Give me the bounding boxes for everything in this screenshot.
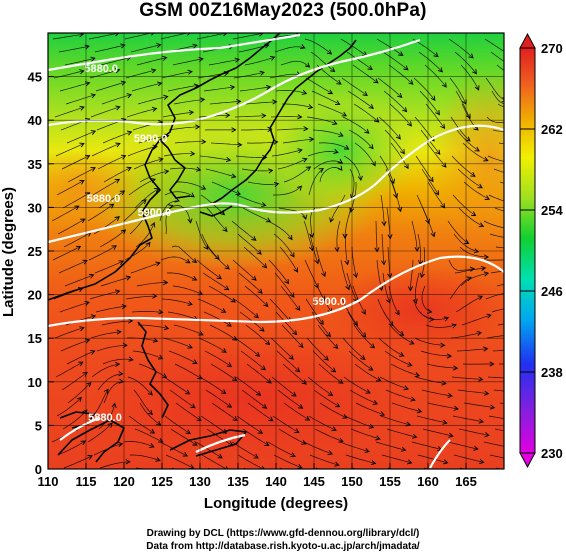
lon-tick-label: 165	[455, 474, 477, 489]
lat-tick-label: 30	[28, 200, 42, 215]
lon-tick-label: 155	[379, 474, 401, 489]
wind-streamlines	[51, 33, 504, 469]
lat-tick-label: 10	[28, 375, 42, 390]
contour-label: 5900.0	[134, 133, 168, 145]
contour-label: 5880.0	[84, 63, 118, 75]
lat-tick-label: 20	[28, 288, 42, 303]
contour-label: 5880.0	[87, 193, 121, 205]
streamline-paths	[51, 33, 504, 469]
longitude-ticks: 110 115 120 125 130 135 140 145 150 155 160 165	[38, 463, 477, 489]
lat-tick-label: 45	[28, 70, 42, 85]
colorbar-tick-label: 254	[541, 203, 563, 218]
streamline-arrowheads	[73, 33, 504, 469]
lon-tick-label: 115	[76, 474, 97, 489]
height-contours	[48, 33, 504, 469]
lat-tick-label: 25	[28, 244, 42, 259]
colorbar-top-arrow	[519, 32, 536, 49]
lon-tick-label: 150	[341, 474, 363, 489]
lon-tick-label: 145	[303, 474, 325, 489]
latitude-ticks: 0 5 10 15 20 25 30 35 40 45	[28, 70, 54, 477]
colorbar-tick-label: 262	[541, 122, 563, 137]
lon-tick-label: 125	[151, 474, 173, 489]
lat-tick-label: 40	[28, 113, 42, 128]
y-axis-label: Latitude (degrees)	[0, 187, 17, 317]
lon-tick-label: 130	[189, 474, 211, 489]
lon-tick-label: 160	[417, 474, 439, 489]
map-title: GSM 00Z16May2023 (500.0hPa)	[139, 0, 427, 21]
credit-data: Data from http://database.rish.kyoto-u.a…	[146, 541, 420, 552]
lon-tick-label: 140	[265, 474, 287, 489]
temperature-field: 5880.0 5880.0 5900.0 5900.0 5900.0 5880.0	[48, 33, 504, 469]
coastlines	[48, 33, 357, 463]
credit-drawing: Drawing by DCL (https://www.gfd-dennou.o…	[146, 528, 420, 539]
contour-labels: 5880.0 5880.0 5900.0 5900.0 5900.0 5880.0	[84, 63, 346, 424]
colorbar-tick-label: 270	[541, 41, 563, 56]
colorbar-tick-label: 230	[541, 446, 563, 461]
colorbar-bottom-arrow	[519, 452, 536, 469]
lon-tick-label: 120	[113, 474, 135, 489]
lat-tick-label: 35	[28, 157, 42, 172]
lat-tick-label: 0	[35, 462, 42, 477]
x-axis-label: Longitude (degrees)	[204, 495, 348, 512]
lon-tick-label: 135	[227, 474, 249, 489]
colorbar: 270 262 254 246 238 230	[519, 32, 563, 469]
colorbar-tick-label: 238	[541, 365, 563, 380]
lat-tick-label: 5	[35, 418, 42, 433]
contour-label: 5900.0	[312, 296, 346, 308]
colorbar-ticks: 270 262 254 246 238 230	[520, 41, 563, 461]
lon-tick-label: 110	[38, 474, 59, 489]
contour-label: 5880.0	[88, 412, 122, 424]
contour-label: 5900.0	[138, 207, 172, 219]
lat-tick-label: 15	[28, 331, 42, 346]
colorbar-tick-label: 246	[541, 284, 563, 299]
